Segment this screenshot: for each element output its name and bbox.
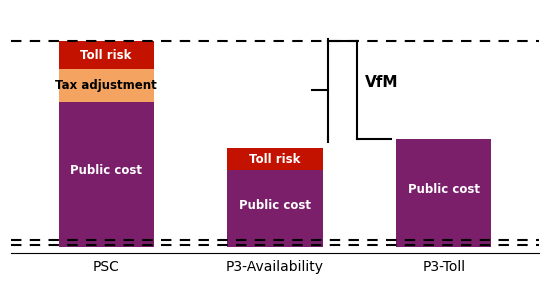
Bar (228, 148, 322, 170)
Bar (58, 102, 153, 240)
Text: Tax adjustment: Tax adjustment (55, 79, 157, 92)
Bar (397, 240, 492, 247)
Text: Toll risk: Toll risk (80, 49, 132, 62)
Text: Public cost: Public cost (239, 198, 311, 212)
Bar (397, 139, 492, 240)
Bar (58, 41, 153, 69)
Bar (58, 69, 153, 102)
Bar (228, 240, 322, 247)
Text: Public cost: Public cost (408, 183, 480, 196)
Text: VfM: VfM (365, 75, 398, 90)
Bar (58, 240, 153, 247)
Text: Toll risk: Toll risk (249, 153, 301, 166)
Text: Public cost: Public cost (70, 164, 142, 178)
Bar (228, 170, 322, 240)
